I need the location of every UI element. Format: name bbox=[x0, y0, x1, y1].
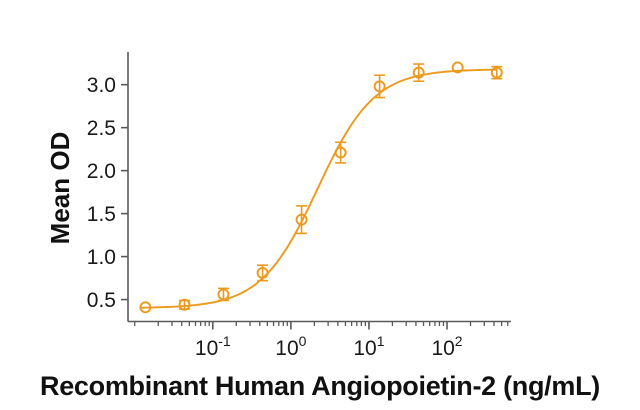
x-tick-label: 101 bbox=[353, 333, 384, 360]
y-tick-label: 0.5 bbox=[87, 289, 116, 312]
y-tick-label: 1.0 bbox=[87, 246, 116, 269]
data-point-marker bbox=[139, 301, 152, 314]
data-point-marker bbox=[334, 146, 347, 159]
x-axis-title: Recombinant Human Angiopoietin-2 (ng/mL) bbox=[40, 371, 600, 401]
y-tick-label: 2.5 bbox=[87, 117, 116, 140]
data-point-marker bbox=[178, 298, 191, 311]
data-point-marker bbox=[451, 61, 464, 74]
data-point-marker bbox=[295, 213, 308, 226]
data-point-marker bbox=[256, 266, 269, 279]
data-point-marker bbox=[217, 288, 230, 301]
y-tick-label: 2.0 bbox=[87, 160, 116, 183]
data-point-marker bbox=[490, 66, 503, 79]
x-tick-label: 10-1 bbox=[195, 333, 231, 360]
y-tick-label: 3.0 bbox=[87, 74, 116, 97]
y-tick-label: 1.5 bbox=[87, 203, 116, 226]
x-tick-label: 102 bbox=[431, 333, 462, 360]
fit-curve bbox=[140, 68, 498, 309]
data-point-marker bbox=[412, 66, 425, 79]
data-point-marker bbox=[373, 80, 386, 93]
x-tick-label: 100 bbox=[275, 333, 306, 360]
y-axis-title: Mean OD bbox=[45, 131, 75, 245]
